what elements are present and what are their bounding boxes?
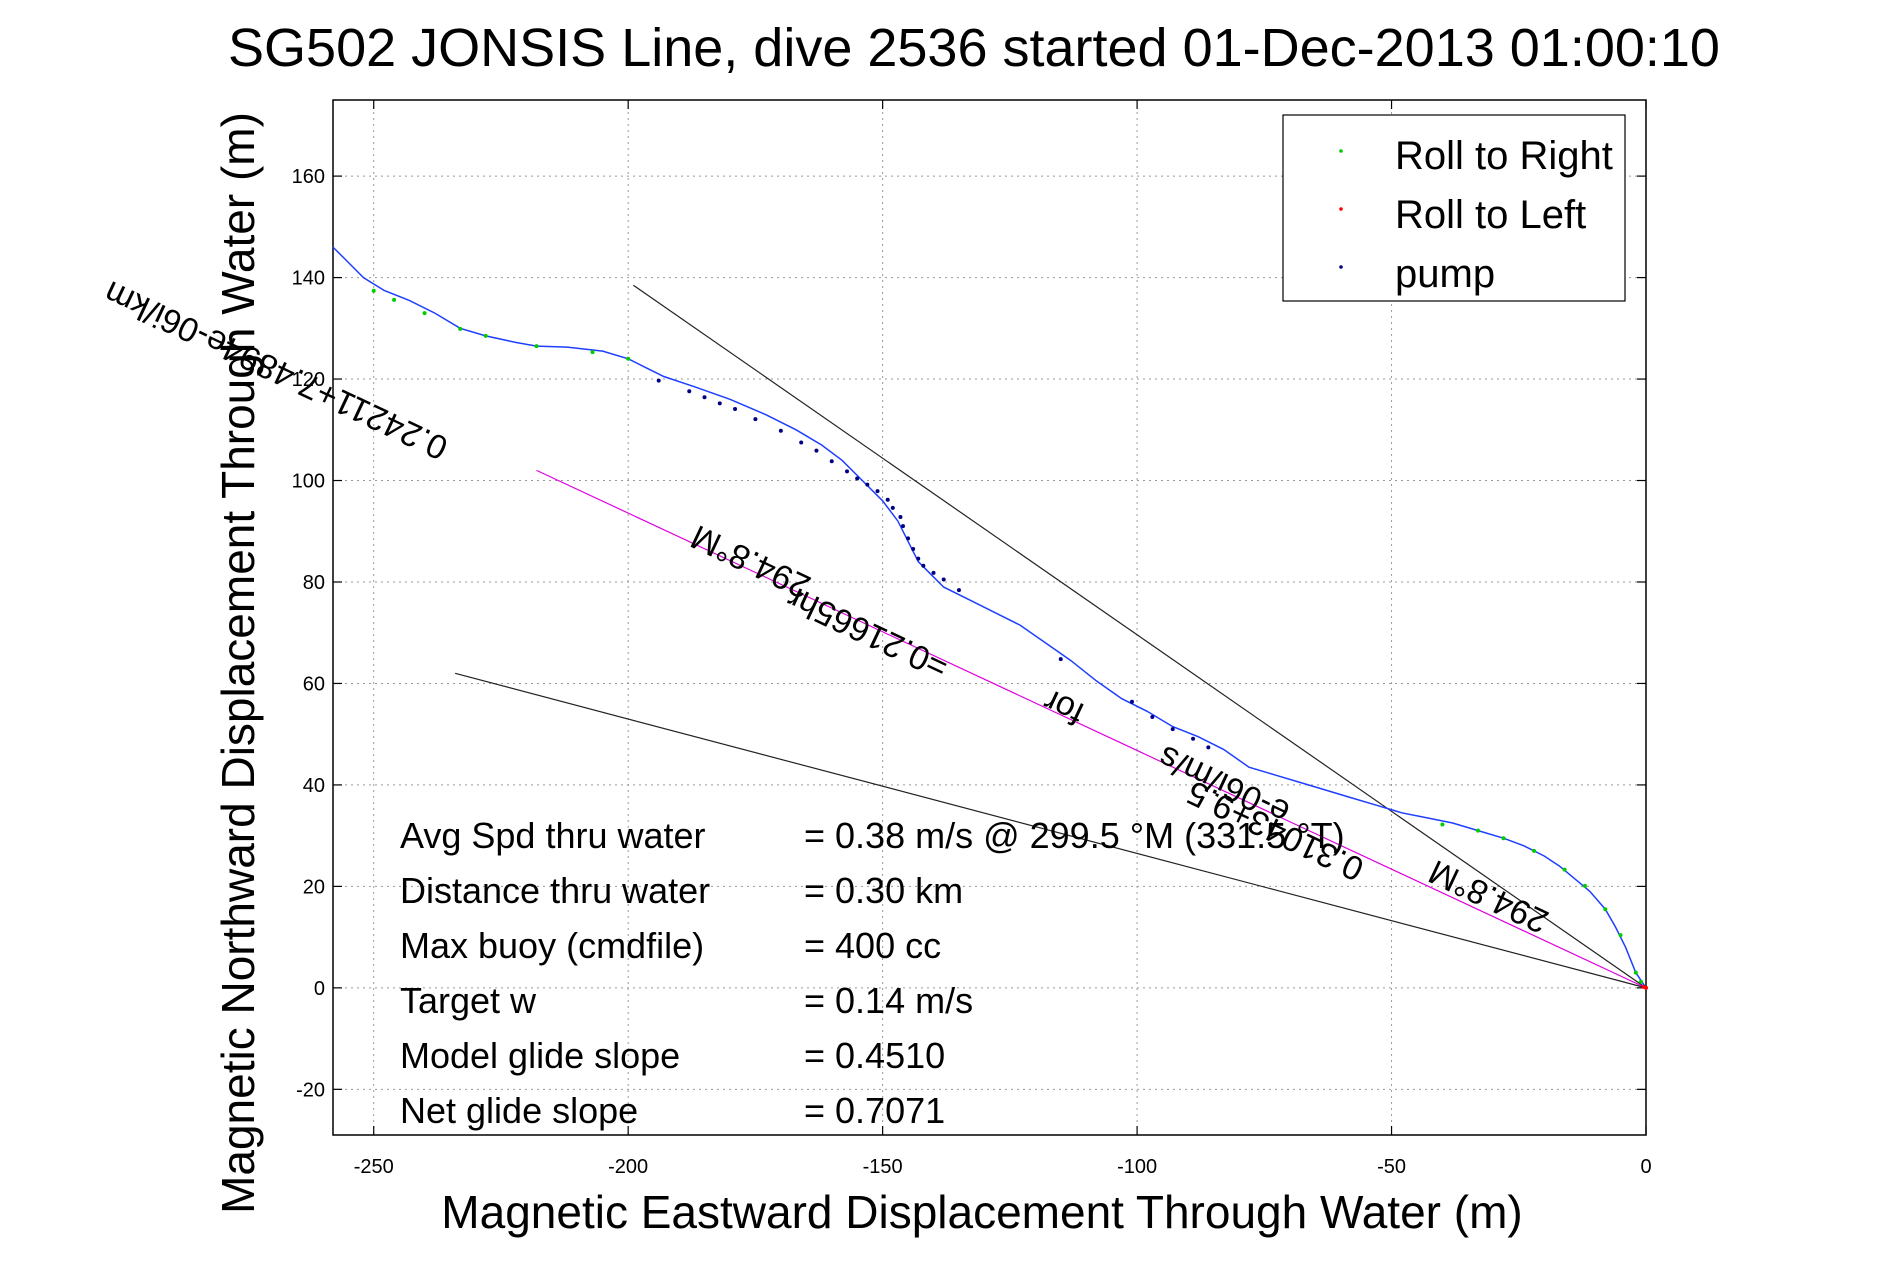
- stat-value: = 0.4510: [804, 1035, 945, 1076]
- pump-point: [656, 378, 661, 383]
- pump-point: [898, 515, 903, 520]
- roll-right-point: [1532, 848, 1537, 853]
- y-tick-label: 40: [303, 775, 325, 797]
- roll-right-point: [483, 333, 488, 338]
- pump-point: [702, 395, 707, 400]
- pump-point: [799, 440, 804, 445]
- roll-right-point: [371, 288, 376, 293]
- stat-label: Avg Spd thru water: [400, 815, 706, 856]
- pump-point: [829, 459, 834, 464]
- pump-point: [1129, 699, 1134, 704]
- x-tick-label: 0: [1640, 1156, 1651, 1178]
- pump-point: [753, 417, 758, 422]
- pump-point: [890, 505, 895, 510]
- pump-point: [1150, 714, 1155, 719]
- y-tick-labels: -20 0 20 40 60 80 100 120 140 160: [292, 166, 325, 1101]
- chart-title: SG502 JONSIS Line, dive 2536 started 01-…: [228, 18, 1720, 78]
- track-line: [332, 246, 1647, 989]
- roll-right-point: [1638, 979, 1643, 984]
- pump-point: [687, 389, 692, 394]
- y-tick-label: 60: [303, 673, 325, 695]
- roll-right-point: [1562, 867, 1567, 872]
- pump-point: [865, 482, 870, 487]
- pump-point: [941, 577, 946, 582]
- pump-point: [1170, 727, 1175, 732]
- roll-right-point: [626, 356, 631, 361]
- x-tick-label: -200: [608, 1156, 648, 1178]
- stat-value: = 0.7071: [804, 1090, 945, 1131]
- legend: Roll to Right Roll to Left pump: [1282, 114, 1626, 302]
- roll-right-point: [422, 311, 427, 316]
- legend-label-roll-right: Roll to Right: [1395, 134, 1613, 178]
- marker-layer: [371, 288, 1648, 990]
- pump-point: [906, 536, 911, 541]
- stat-value: = 0.38 m/s @ 299.5 °M (331.5 °T): [804, 815, 1345, 856]
- pump-point: [814, 448, 819, 453]
- stat-value: = 400 cc: [804, 925, 941, 966]
- stat-label: Target w: [400, 980, 537, 1021]
- stats-block: Avg Spd thru water = 0.38 m/s @ 299.5 °M …: [400, 815, 1345, 1131]
- roll-right-point: [1582, 883, 1587, 888]
- roll-right-point: [1476, 828, 1481, 833]
- stat-label: Max buoy (cmdfile): [400, 925, 704, 966]
- roll-right-point: [1633, 970, 1638, 975]
- stat-label: Net glide slope: [400, 1090, 638, 1131]
- x-tick-label: -50: [1377, 1156, 1406, 1178]
- roll-right-point: [1618, 933, 1623, 938]
- pump-point: [717, 401, 722, 406]
- pump-point: [1206, 745, 1211, 750]
- x-axis-label: Magnetic Eastward Displacement Through W…: [441, 1186, 1522, 1238]
- legend-label-roll-left: Roll to Left: [1395, 193, 1586, 237]
- roll-right-point: [392, 297, 397, 302]
- pump-point: [911, 547, 916, 552]
- pump-point: [845, 469, 850, 474]
- stat-label: Distance thru water: [400, 870, 710, 911]
- pump-point: [900, 524, 905, 529]
- roll-right-point: [534, 344, 539, 349]
- pump-point: [778, 428, 783, 433]
- y-tick-label: 20: [303, 876, 325, 898]
- axes-box: [332, 99, 1647, 1136]
- x-tick-label: -150: [863, 1156, 903, 1178]
- pump-point: [921, 563, 926, 568]
- reference-lines: [454, 284, 1647, 989]
- pump-point: [916, 556, 921, 561]
- x-tick-label: -100: [1117, 1156, 1157, 1178]
- roll-right-point: [1603, 907, 1608, 912]
- roll-left-point: [1641, 984, 1646, 989]
- x-tick-label: -250: [354, 1156, 394, 1178]
- pump-point: [855, 476, 860, 481]
- y-tick-label: -20: [296, 1079, 325, 1101]
- roll-right-point: [1501, 836, 1506, 841]
- pump-point: [931, 570, 936, 575]
- reference-line-lower: [454, 672, 1647, 989]
- x-tick-labels: -250 -200 -150 -100 -50 0: [354, 1156, 1652, 1178]
- stat-value: = 0.14 m/s: [804, 980, 973, 1021]
- roll-right-point: [1440, 822, 1445, 827]
- legend-label-pump: pump: [1395, 252, 1495, 296]
- reference-line-mean: [536, 469, 1647, 989]
- pump-point: [1058, 657, 1063, 662]
- legend-marker-pump: [1339, 265, 1343, 269]
- y-tick-label: 0: [314, 978, 325, 1000]
- y-tick-label: 160: [292, 166, 325, 188]
- reference-line-upper: [632, 284, 1647, 989]
- y-tick-label: 100: [292, 471, 325, 493]
- roll-right-point: [590, 350, 595, 355]
- legend-marker-roll-right: [1339, 149, 1343, 153]
- pump-point: [875, 489, 880, 494]
- pump-point: [733, 406, 738, 411]
- roll-right-point: [458, 326, 463, 331]
- y-tick-label: 120: [292, 369, 325, 391]
- stat-value: = 0.30 km: [804, 870, 963, 911]
- pump-point: [1191, 736, 1196, 741]
- y-axis-label: Magnetic Northward Displacement Through …: [212, 112, 264, 1214]
- pump-point: [956, 588, 961, 593]
- y-tick-label: 140: [292, 268, 325, 290]
- y-tick-label: 80: [303, 572, 325, 594]
- stat-label: Model glide slope: [400, 1035, 680, 1076]
- legend-marker-roll-left: [1339, 207, 1343, 211]
- pump-point: [885, 497, 890, 502]
